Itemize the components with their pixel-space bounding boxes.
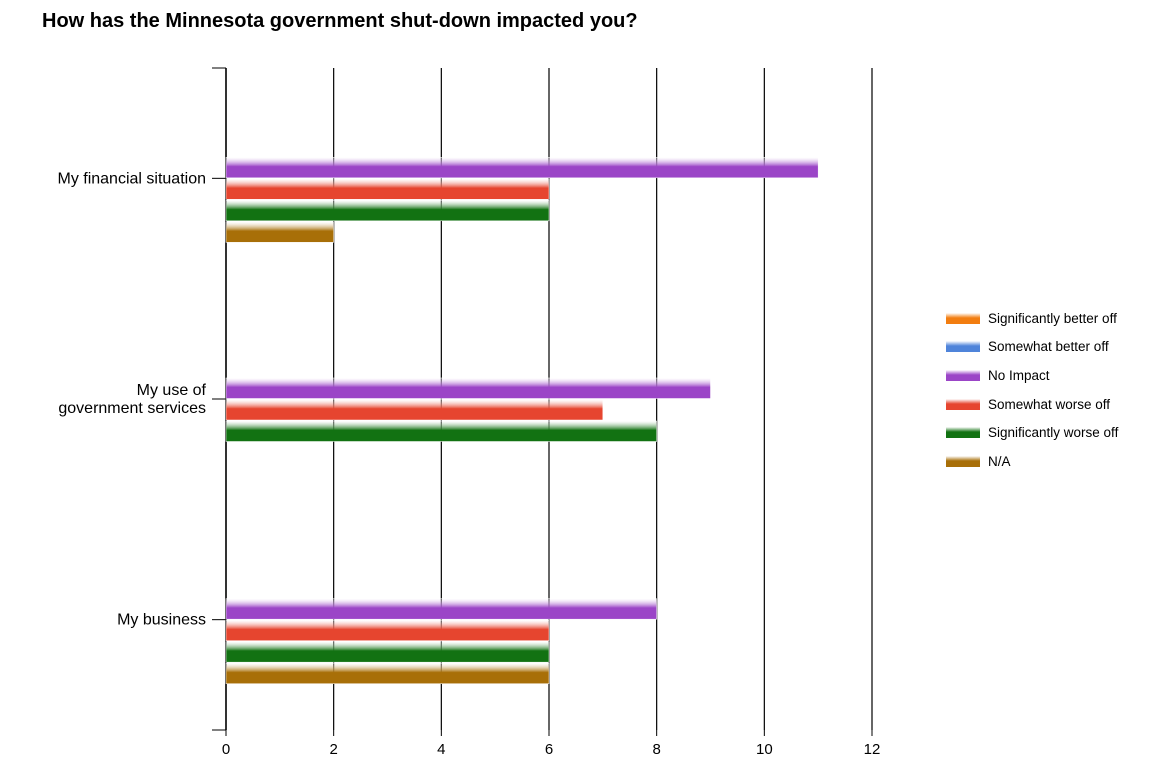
legend-label: N/A	[988, 453, 1011, 469]
legend-item: Somewhat worse off	[946, 390, 1118, 419]
legend-label: Significantly worse off	[988, 425, 1119, 441]
bar	[225, 420, 657, 442]
bar	[225, 221, 334, 243]
x-tick-label: 12	[864, 741, 881, 758]
legend-label: Somewhat worse off	[988, 396, 1111, 412]
bar	[225, 619, 550, 641]
y-category-label: government services	[58, 400, 206, 417]
bar	[225, 662, 550, 684]
bar	[225, 377, 711, 399]
bar	[225, 399, 604, 421]
legend-item: No Impact	[946, 361, 1118, 390]
legend-swatch	[946, 398, 980, 410]
bar	[225, 200, 550, 222]
legend-swatch	[946, 427, 980, 439]
y-category-label: My financial situation	[57, 170, 206, 187]
bar	[225, 598, 657, 620]
legend-swatch	[946, 455, 980, 467]
legend-label: No Impact	[988, 367, 1050, 383]
legend-item: Significantly worse off	[946, 418, 1118, 447]
y-category-label: My use of	[137, 382, 207, 399]
legend-item: N/A	[946, 447, 1118, 476]
legend-swatch	[946, 369, 980, 381]
bar	[225, 178, 550, 200]
y-category-label: My business	[117, 612, 206, 629]
legend-label: Significantly better off	[988, 310, 1117, 326]
x-tick-label: 8	[652, 741, 660, 758]
chart-legend: Significantly better off Somewhat better …	[946, 304, 1118, 476]
x-tick-label: 0	[222, 741, 230, 758]
legend-label: Somewhat better off	[988, 339, 1109, 355]
chart-title: How has the Minnesota government shut-do…	[42, 10, 638, 32]
x-tick-label: 4	[437, 741, 445, 758]
legend-swatch	[946, 341, 980, 353]
x-tick-label: 6	[545, 741, 553, 758]
legend-item: Somewhat better off	[946, 333, 1118, 362]
bar	[225, 157, 819, 179]
x-tick-label: 10	[756, 741, 773, 758]
bar	[225, 641, 550, 663]
x-tick-label: 2	[329, 741, 337, 758]
legend-swatch	[946, 312, 980, 324]
legend-item: Significantly better off	[946, 304, 1118, 333]
